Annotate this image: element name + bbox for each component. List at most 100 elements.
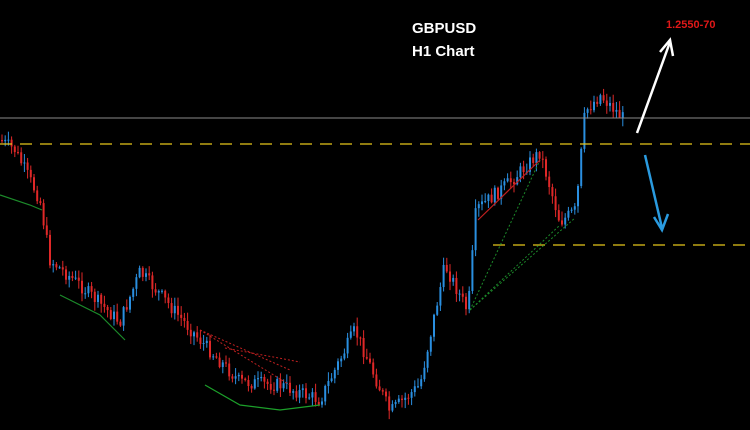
candle-body xyxy=(36,190,39,202)
candle-body xyxy=(618,109,621,118)
candle-body xyxy=(474,208,477,251)
candle-body xyxy=(170,303,173,314)
trend-line xyxy=(0,194,43,211)
candle-body xyxy=(154,289,157,293)
candle-body xyxy=(340,358,343,362)
candle-body xyxy=(401,398,403,400)
candle-body xyxy=(503,181,506,186)
candle-body xyxy=(49,234,51,266)
candle-body xyxy=(439,287,442,306)
candle-body xyxy=(308,397,311,399)
trend-line xyxy=(477,159,541,221)
candle-body xyxy=(151,275,154,290)
candle-body xyxy=(605,100,608,106)
candle-body xyxy=(81,280,83,294)
candle-body xyxy=(433,314,435,337)
candle-body xyxy=(452,277,455,282)
candle-body xyxy=(23,162,26,164)
symbol-title: GBPUSD xyxy=(412,20,476,37)
candle-body xyxy=(52,264,55,266)
candle-body xyxy=(87,286,90,294)
candle-body xyxy=(148,273,151,276)
candle-body xyxy=(90,286,93,292)
candle-body xyxy=(193,332,195,337)
candle-body xyxy=(388,396,391,411)
candle-body xyxy=(228,363,231,377)
candle-body xyxy=(260,376,263,379)
candle-body xyxy=(301,388,304,391)
candle-body xyxy=(183,317,186,321)
candle-body xyxy=(369,358,371,363)
candle-body xyxy=(599,95,602,104)
candle-body xyxy=(506,178,509,182)
candle-body xyxy=(333,369,336,379)
candle-body xyxy=(164,290,167,298)
candle-body xyxy=(106,306,109,311)
fan-lines xyxy=(199,159,576,386)
up-arrow xyxy=(635,37,675,134)
candle-body xyxy=(103,303,106,307)
candle-body xyxy=(596,101,599,104)
candle-body xyxy=(449,271,451,282)
trend-lines xyxy=(0,159,541,411)
candle-body xyxy=(522,166,525,173)
candle-body xyxy=(567,210,570,218)
candle-body xyxy=(561,220,563,225)
candle-body xyxy=(20,152,23,164)
candle-body xyxy=(177,305,179,315)
candle-body xyxy=(490,194,493,203)
arrow-head xyxy=(659,37,675,57)
candle-body xyxy=(250,386,253,389)
candle-body xyxy=(29,169,32,178)
candle-body xyxy=(218,357,221,368)
candle-body xyxy=(276,378,279,391)
arrow-shaft xyxy=(643,154,664,229)
candle-body xyxy=(385,391,387,397)
candle-body xyxy=(161,290,163,292)
candle-body xyxy=(426,351,429,368)
candle-body xyxy=(343,353,346,359)
candle-body xyxy=(577,185,579,207)
fan-line xyxy=(199,329,291,371)
candle-body xyxy=(109,310,112,320)
candle-body xyxy=(519,166,522,178)
candle-body xyxy=(189,329,192,337)
trend-line xyxy=(59,294,126,341)
candle-body xyxy=(580,148,583,186)
candle-body xyxy=(129,296,131,310)
candle-body xyxy=(445,264,448,272)
candle-body xyxy=(497,187,499,199)
candle-body xyxy=(317,401,320,405)
candle-body xyxy=(237,374,240,377)
candle-body xyxy=(529,157,531,172)
candle-body xyxy=(500,185,503,199)
candle-body xyxy=(116,311,119,322)
fan-line xyxy=(469,224,561,311)
candle-body xyxy=(84,293,87,295)
candle-body xyxy=(513,182,515,185)
candle-body xyxy=(97,294,99,303)
candle-body xyxy=(167,297,170,304)
candle-body xyxy=(157,291,160,293)
candle-body xyxy=(583,112,586,149)
candle-body xyxy=(548,176,551,188)
candle-body xyxy=(135,277,138,289)
candle-body xyxy=(477,204,480,209)
candle-body xyxy=(353,326,355,332)
candle-body xyxy=(202,342,205,344)
candle-body xyxy=(570,209,573,211)
candle-body xyxy=(541,158,544,160)
timeframe-title: H1 Chart xyxy=(412,43,475,60)
candle-body xyxy=(429,336,432,352)
candle-body xyxy=(61,267,64,270)
candle-body xyxy=(423,367,426,380)
candle-body xyxy=(589,109,592,111)
candle-body xyxy=(205,340,208,343)
candle-body xyxy=(564,217,567,225)
candle-body xyxy=(487,194,490,201)
candle-body xyxy=(362,337,365,358)
arrow-shaft xyxy=(635,41,672,134)
candle-body xyxy=(394,401,397,405)
